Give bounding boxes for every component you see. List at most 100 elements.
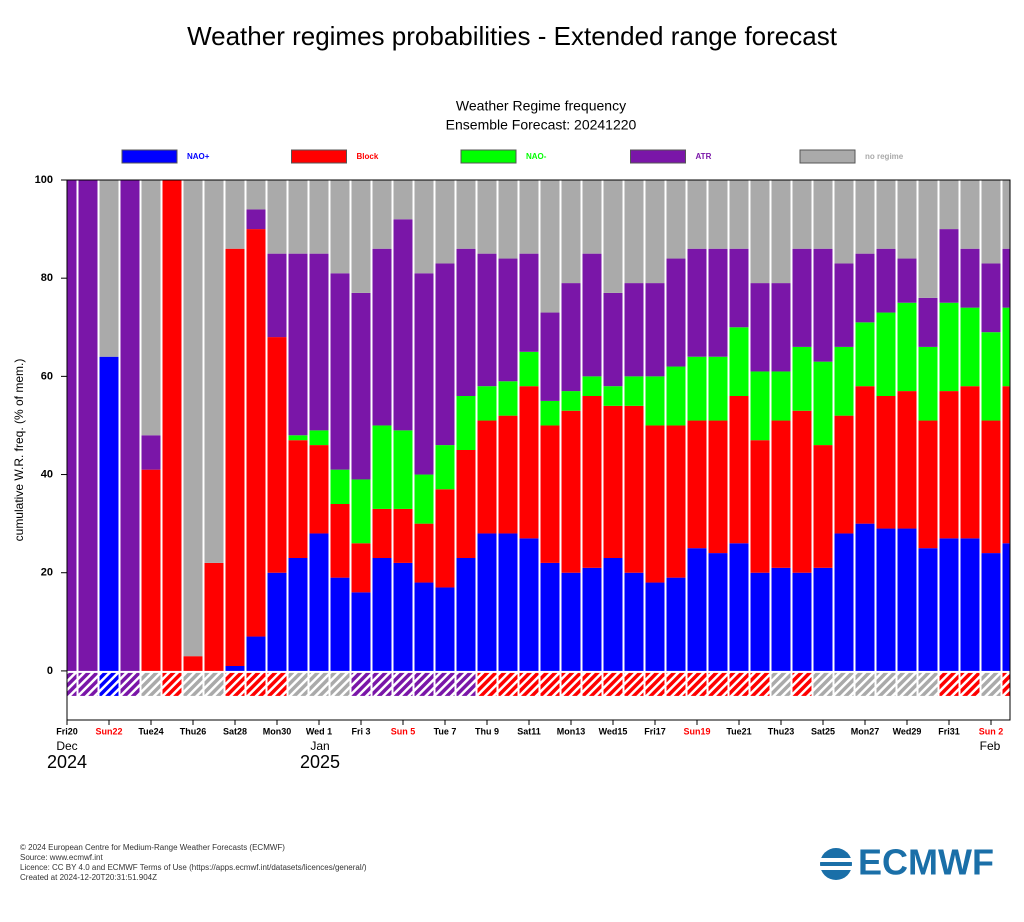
bar-segment bbox=[981, 180, 1001, 264]
bar-segment bbox=[330, 504, 350, 578]
bar-segment bbox=[477, 420, 497, 534]
bar-segment bbox=[498, 180, 518, 259]
bar-segment bbox=[519, 351, 539, 387]
bar-segment bbox=[246, 229, 266, 637]
x-month-label: Feb bbox=[980, 739, 1001, 753]
bar-segment bbox=[183, 180, 203, 657]
regime-marker bbox=[120, 672, 140, 696]
regime-marker bbox=[330, 672, 350, 696]
regime-marker bbox=[498, 672, 518, 696]
bar-segment bbox=[498, 415, 518, 534]
bar-segment bbox=[1002, 307, 1010, 387]
bar-segment bbox=[435, 587, 455, 671]
bar-segment bbox=[330, 180, 350, 274]
x-tick-label: Thu 9 bbox=[475, 726, 499, 736]
legend-label: ATR bbox=[696, 152, 712, 161]
bar-segment bbox=[456, 180, 476, 249]
bar-segment bbox=[267, 180, 287, 254]
legend-swatch bbox=[630, 149, 686, 164]
y-axis-label: cumulative W.R. freq. (% of mem.) bbox=[12, 359, 26, 542]
bar-segment bbox=[603, 558, 623, 671]
bar-segment bbox=[981, 332, 1001, 421]
regime-marker bbox=[351, 672, 371, 696]
bar-segment bbox=[393, 180, 413, 220]
regime-marker bbox=[141, 672, 161, 696]
footer: © 2024 European Centre for Medium-Range … bbox=[20, 843, 367, 882]
bar-segment bbox=[939, 538, 959, 671]
x-tick-label: Thu23 bbox=[768, 726, 795, 736]
bar-segment bbox=[1002, 386, 1010, 544]
bar-segment bbox=[834, 415, 854, 534]
bar-segment bbox=[771, 371, 791, 421]
bar-segment bbox=[666, 366, 686, 426]
bar-segment bbox=[67, 180, 77, 671]
legend-swatch bbox=[460, 149, 517, 164]
regime-marker bbox=[792, 672, 812, 696]
bar-segment bbox=[708, 420, 728, 554]
regime-marker bbox=[78, 672, 98, 696]
regime-marker bbox=[372, 672, 392, 696]
x-tick-label: Sun19 bbox=[683, 726, 710, 736]
bar-segment bbox=[330, 273, 350, 470]
bar-segment bbox=[729, 396, 749, 544]
y-tick-label: 0 bbox=[47, 665, 53, 677]
bar-segment bbox=[246, 180, 266, 210]
bar-segment bbox=[351, 543, 371, 593]
bar-segment bbox=[939, 302, 959, 392]
bar-segment bbox=[414, 273, 434, 475]
x-tick-label: Sat25 bbox=[811, 726, 835, 736]
bar-segment bbox=[750, 572, 770, 671]
bar-segment bbox=[1002, 543, 1010, 671]
bar-segment bbox=[876, 528, 896, 671]
bar-segment bbox=[771, 567, 791, 671]
bar-segment bbox=[855, 253, 875, 323]
bar-segment bbox=[603, 405, 623, 558]
bar-segment bbox=[624, 572, 644, 671]
chart-subtitle: Ensemble Forecast: 20241220 bbox=[446, 117, 637, 133]
bar-segment bbox=[561, 283, 581, 392]
bar-segment bbox=[288, 253, 308, 436]
regime-marker bbox=[267, 672, 287, 696]
bar-segment bbox=[897, 180, 917, 259]
bar-segment bbox=[645, 582, 665, 671]
bar-segment bbox=[981, 263, 1001, 333]
regime-marker bbox=[393, 672, 413, 696]
regime-marker bbox=[540, 672, 560, 696]
bar-segment bbox=[603, 292, 623, 387]
bar-segment bbox=[624, 405, 644, 573]
bar-segment bbox=[708, 248, 728, 357]
bar-segment bbox=[141, 435, 161, 470]
bar-segment bbox=[687, 180, 707, 249]
bar-segment bbox=[897, 391, 917, 529]
bar-segment bbox=[519, 253, 539, 352]
bar-segment bbox=[876, 312, 896, 396]
regime-marker bbox=[624, 672, 644, 696]
bar-segment bbox=[309, 533, 329, 671]
regime-marker bbox=[939, 672, 959, 696]
bar-segment bbox=[561, 391, 581, 411]
y-tick-label: 100 bbox=[35, 174, 53, 186]
regime-marker bbox=[918, 672, 938, 696]
bar-segment bbox=[351, 292, 371, 480]
bar-segment bbox=[246, 636, 266, 671]
bar-segment bbox=[225, 180, 245, 249]
x-tick-label: Wed 1 bbox=[306, 726, 332, 736]
bar-segment bbox=[372, 558, 392, 671]
logo: ECMWF bbox=[818, 842, 994, 883]
regime-marker bbox=[246, 672, 266, 696]
bar-segment bbox=[750, 283, 770, 372]
bar-segment bbox=[204, 180, 224, 563]
legend-label: no regime bbox=[865, 152, 904, 161]
bar-segment bbox=[141, 180, 161, 436]
bar-segment bbox=[477, 533, 497, 671]
logo-text: ECMWF bbox=[858, 842, 994, 883]
bar-segment bbox=[414, 180, 434, 274]
regime-marker bbox=[813, 672, 833, 696]
regime-marker bbox=[288, 672, 308, 696]
x-tick-label: Fri31 bbox=[938, 726, 960, 736]
regime-marker bbox=[876, 672, 896, 696]
bar-segment bbox=[750, 180, 770, 284]
bar-segment bbox=[498, 381, 518, 416]
footer-line: Licence: CC BY 4.0 and ECMWF Terms of Us… bbox=[20, 863, 367, 872]
x-year-label: 2024 bbox=[47, 752, 87, 772]
